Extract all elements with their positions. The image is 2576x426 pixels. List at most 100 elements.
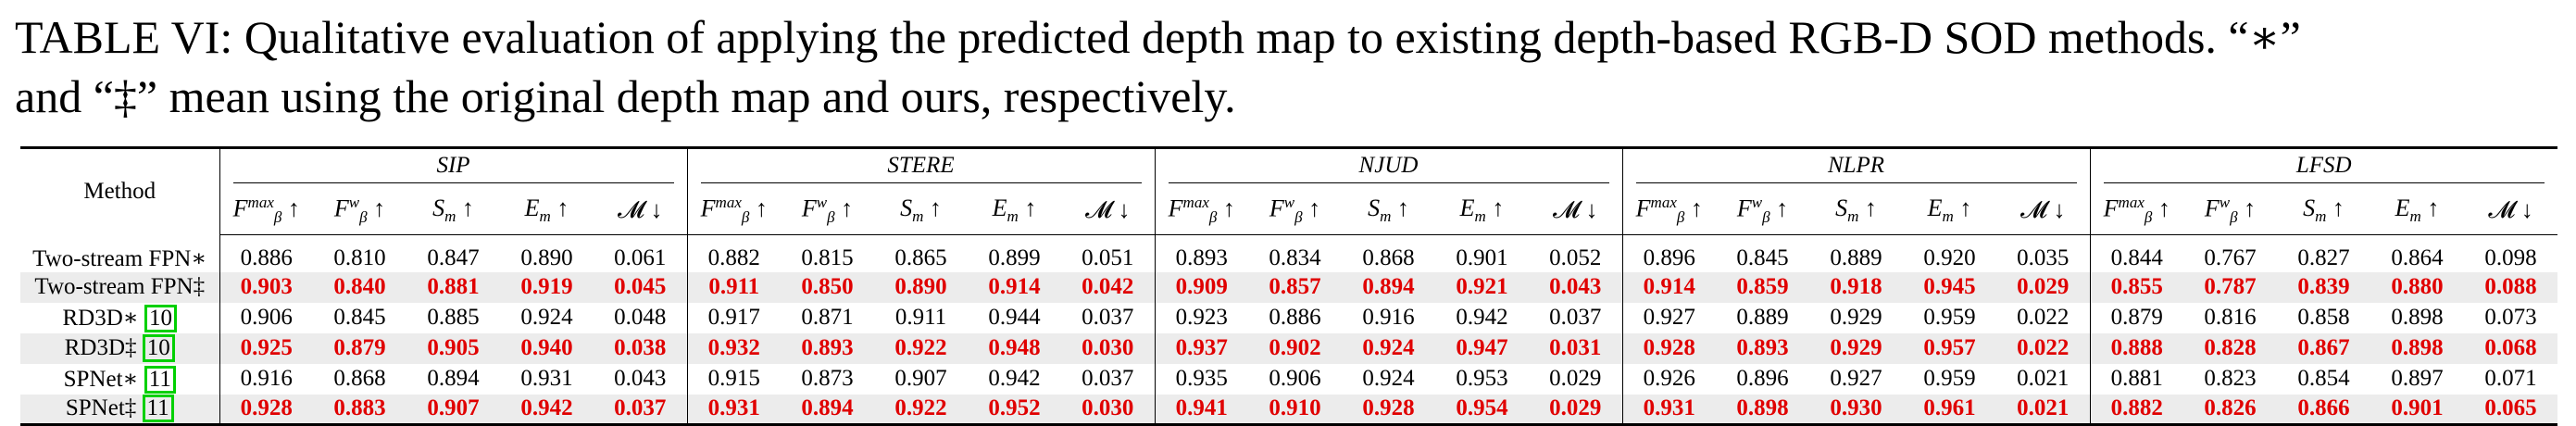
metric-header: 𝓜 ↓ <box>1529 186 1622 235</box>
value-cell: 0.924 <box>1362 366 1415 391</box>
value-cell: 0.880 <box>2370 271 2464 303</box>
table-body: Two-stream FPN∗ 0.886 0.810 0.847 0.890 0.061… <box>20 234 2557 426</box>
value-cell: 0.922 <box>874 394 968 426</box>
table-caption: TABLE VI: Qualitative evaluation of appl… <box>15 7 2561 126</box>
value-cell: 0.932 <box>686 332 781 364</box>
value-cell: 0.947 <box>1435 332 1529 364</box>
value-cell: 0.901 <box>1456 244 1508 270</box>
value-cell: 0.787 <box>2183 271 2277 303</box>
metric-header: Fmaxβ ↑ <box>2089 186 2183 235</box>
value-cell: 0.866 <box>2277 394 2370 426</box>
value-cell: 0.929 <box>1809 332 1903 364</box>
value-cell: 0.917 <box>686 302 781 333</box>
value-cell: 0.816 <box>2204 305 2257 330</box>
method-name-cell: Two-stream FPN‡ <box>20 271 219 303</box>
value-cell: 0.893 <box>781 332 874 364</box>
method-name: RD3D∗ <box>62 305 145 331</box>
method-name: SPNet∗ <box>63 366 144 392</box>
value-cell: 0.029 <box>1996 271 2090 303</box>
dataset-header-stere: STERE <box>686 146 1155 186</box>
dataset-label: NJUD <box>1168 153 1609 183</box>
value-cell: 0.931 <box>1621 394 1716 426</box>
metric-header: Em ↑ <box>500 186 594 235</box>
citation-link[interactable]: 10 <box>142 334 175 362</box>
value-cell: 0.859 <box>1716 271 1809 303</box>
value-cell: 0.910 <box>1248 394 1342 426</box>
value-cell: 0.914 <box>968 271 1061 303</box>
metric-header: Sm ↑ <box>874 186 968 235</box>
citation-link[interactable]: 11 <box>142 395 174 423</box>
value-cell: 0.921 <box>1435 271 1529 303</box>
value-cell: 0.894 <box>781 394 874 426</box>
value-cell: 0.889 <box>1830 244 1882 270</box>
table-row: SPNet‡ 11 0.928 0.883 0.907 0.942 0.037 0.931 0… <box>20 394 2557 426</box>
caption-line-1: TABLE VI: Qualitative evaluation of appl… <box>15 11 2301 63</box>
value-cell: 0.029 <box>1529 394 1622 426</box>
value-cell: 0.031 <box>1529 332 1622 364</box>
value-cell: 0.043 <box>614 366 667 391</box>
value-cell: 0.065 <box>2464 394 2557 426</box>
value-cell: 0.022 <box>2017 305 2070 330</box>
value-cell: 0.929 <box>1830 305 1882 330</box>
method-name-cell: RD3D∗ 10 <box>20 303 219 333</box>
value-cell: 0.850 <box>781 271 874 303</box>
value-cell: 0.926 <box>1621 363 1716 395</box>
value-cell: 0.907 <box>406 394 500 426</box>
value-cell: 0.922 <box>874 332 968 364</box>
value-cell: 0.919 <box>500 271 594 303</box>
value-cell: 0.030 <box>1061 332 1155 364</box>
value-cell: 0.959 <box>1923 305 1976 330</box>
metric-header: Fwβ ↑ <box>1716 186 1809 235</box>
value-cell: 0.953 <box>1456 366 1508 391</box>
value-cell: 0.924 <box>520 305 573 330</box>
value-cell: 0.088 <box>2464 271 2557 303</box>
value-cell: 0.896 <box>1736 366 1789 391</box>
value-cell: 0.903 <box>219 271 313 303</box>
value-cell: 0.945 <box>1903 271 1996 303</box>
value-cell: 0.029 <box>1549 366 1602 391</box>
value-cell: 0.868 <box>1362 244 1415 270</box>
results-table: Method SIP STERE NJUD NLPR LFSD Fmaxβ ↑ Fwβ ↑ Sm… <box>20 146 2557 426</box>
value-cell: 0.914 <box>1621 271 1716 303</box>
value-cell: 0.052 <box>1549 244 1602 270</box>
method-column-header: Method <box>20 146 219 235</box>
metric-header: Em ↑ <box>968 186 1061 235</box>
results-table-wrapper: Method SIP STERE NJUD NLPR LFSD Fmaxβ ↑ Fwβ ↑ Sm… <box>20 146 2557 426</box>
value-cell: 0.883 <box>313 394 406 426</box>
value-cell: 0.909 <box>1154 271 1248 303</box>
value-cell: 0.834 <box>1269 244 1321 270</box>
table-row: RD3D∗ 10 0.906 0.845 0.885 0.924 0.048 0.917 0.… <box>20 302 2557 333</box>
value-cell: 0.885 <box>427 305 480 330</box>
value-cell: 0.022 <box>1996 332 2090 364</box>
metric-header: 𝓜 ↓ <box>2464 186 2557 235</box>
citation-link[interactable]: 10 <box>144 304 178 332</box>
value-cell: 0.043 <box>1529 271 1622 303</box>
metric-header: Em ↑ <box>2370 186 2464 235</box>
value-cell: 0.898 <box>2391 305 2444 330</box>
value-cell: 0.826 <box>2183 394 2277 426</box>
value-cell: 0.935 <box>1154 363 1248 395</box>
value-cell: 0.823 <box>2204 366 2257 391</box>
citation-link[interactable]: 11 <box>144 365 176 394</box>
value-cell: 0.928 <box>1621 332 1716 364</box>
value-cell: 0.879 <box>2089 302 2183 333</box>
metric-header: 𝓜 ↓ <box>594 186 687 235</box>
value-cell: 0.871 <box>801 305 854 330</box>
value-cell: 0.857 <box>1248 271 1342 303</box>
value-cell: 0.882 <box>686 234 781 272</box>
metric-header: Em ↑ <box>1435 186 1529 235</box>
value-cell: 0.886 <box>1269 305 1321 330</box>
value-cell: 0.961 <box>1903 394 1996 426</box>
value-cell: 0.879 <box>313 332 406 364</box>
value-cell: 0.035 <box>2017 244 2070 270</box>
metric-header: Sm ↑ <box>2277 186 2370 235</box>
value-cell: 0.907 <box>894 366 947 391</box>
value-cell: 0.845 <box>1736 244 1789 270</box>
metric-header: 𝓜 ↓ <box>1061 186 1155 235</box>
value-cell: 0.906 <box>219 302 313 333</box>
value-cell: 0.098 <box>2484 244 2537 270</box>
dataset-header-lfsd: LFSD <box>2089 146 2557 186</box>
value-cell: 0.902 <box>1248 332 1342 364</box>
value-cell: 0.845 <box>333 305 386 330</box>
method-name: Two-stream FPN‡ <box>34 274 206 299</box>
